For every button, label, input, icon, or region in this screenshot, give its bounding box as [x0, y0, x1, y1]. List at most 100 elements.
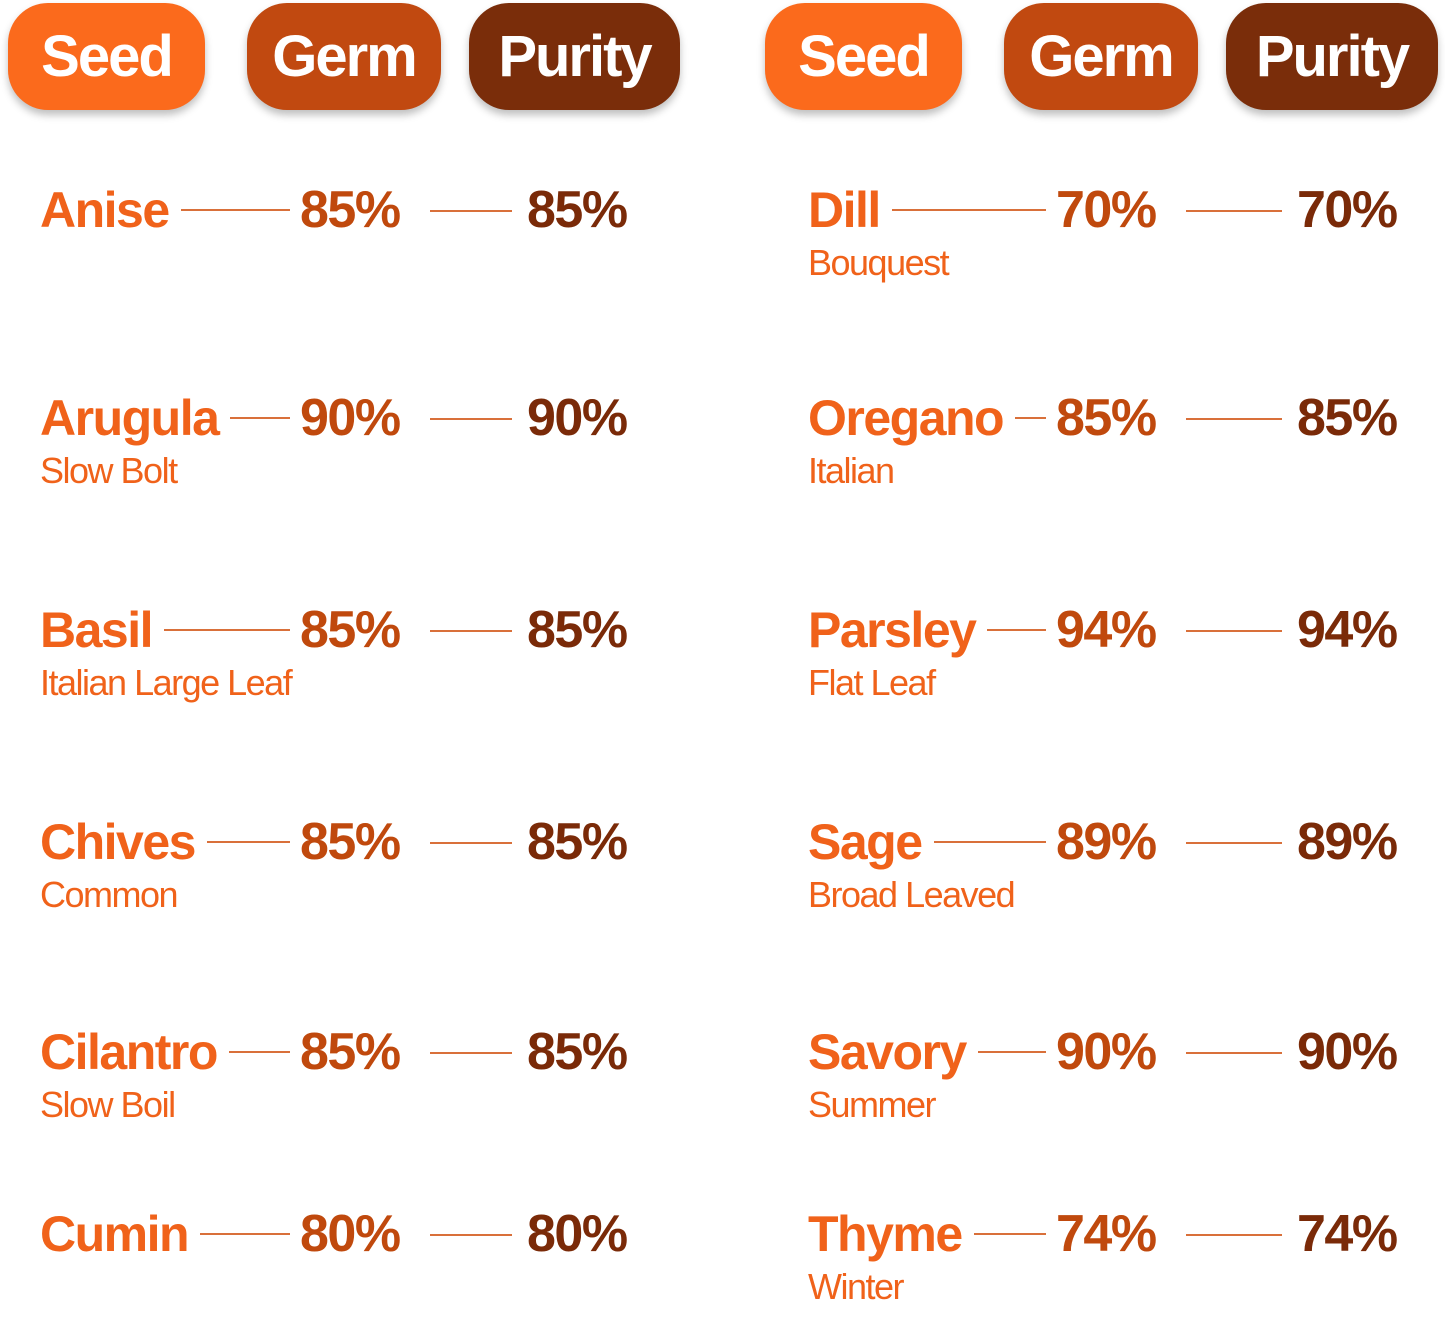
seed-variety: Italian Large Leaf [40, 662, 293, 703]
seed-row: Oregano 85% 85% Italian [808, 388, 1427, 508]
purity-value: 85% [1297, 389, 1398, 447]
connector-line [430, 842, 512, 844]
seed-row: Parsley 94% 94% Flat Leaf [808, 600, 1427, 720]
connector-line [1186, 1234, 1282, 1236]
purity-value: 94% [1297, 601, 1398, 659]
purity-value: 90% [1297, 1023, 1398, 1081]
header-pill: Purity [469, 3, 680, 110]
seed-lead: Chives [40, 812, 290, 872]
seed-lead: Basil [40, 600, 290, 660]
header-pill: Seed [8, 3, 205, 110]
seed-name: Sage [808, 814, 923, 870]
seed-row: Arugula 90% 90% Slow Bolt [40, 388, 657, 508]
seed-name: Arugula [40, 390, 220, 446]
purity-value: 80% [527, 1205, 628, 1263]
germ-value: 85% [300, 601, 401, 659]
connector-line [228, 1051, 290, 1053]
connector-line [200, 1233, 290, 1235]
purity-value: 85% [527, 181, 628, 239]
connector-line [430, 210, 512, 212]
connector-line [206, 841, 290, 843]
seed-name: Basil [40, 602, 154, 658]
purity-value: 85% [527, 813, 628, 871]
connector-line [891, 209, 1046, 211]
seed-row: Sage 89% 89% Broad Leaved [808, 812, 1427, 932]
purity-value: 89% [1297, 813, 1398, 871]
germ-value: 85% [300, 181, 401, 239]
seed-row: Cumin 80% 80% [40, 1204, 657, 1324]
connector-line [430, 630, 512, 632]
germ-value: 70% [1056, 181, 1157, 239]
connector-line [1015, 417, 1046, 419]
germ-value: 90% [300, 389, 401, 447]
purity-value: 74% [1297, 1205, 1398, 1263]
germ-value: 85% [300, 1023, 401, 1081]
seed-row: Basil 85% 85% Italian Large Leaf [40, 600, 657, 720]
seed-name: Thyme [808, 1206, 963, 1262]
seed-lead: Sage [808, 812, 1046, 872]
connector-line [1186, 630, 1282, 632]
header-pill: Seed [765, 3, 962, 110]
germ-value: 94% [1056, 601, 1157, 659]
connector-line [1186, 210, 1282, 212]
connector-line [430, 418, 512, 420]
seed-lead: Cumin [40, 1204, 290, 1264]
purity-value: 70% [1297, 181, 1398, 239]
seed-variety: Common [40, 874, 179, 915]
seed-variety: Broad Leaved [808, 874, 1016, 915]
connector-line [430, 1234, 512, 1236]
purity-value: 90% [527, 389, 628, 447]
germ-value: 85% [300, 813, 401, 871]
seed-name: Dill [808, 182, 881, 238]
seed-name: Parsley [808, 602, 977, 658]
connector-line [1186, 842, 1282, 844]
seed-lead: Savory [808, 1022, 1046, 1082]
header-pill: Germ [247, 3, 441, 110]
seed-lead: Oregano [808, 388, 1046, 448]
connector-line [1186, 418, 1282, 420]
connector-line [973, 1233, 1046, 1235]
seed-name: Savory [808, 1024, 967, 1080]
germ-value: 85% [1056, 389, 1157, 447]
connector-line [933, 841, 1046, 843]
seed-row: Chives 85% 85% Common [40, 812, 657, 932]
seed-variety: Summer [808, 1084, 937, 1125]
seed-row: Cilantro 85% 85% Slow Boil [40, 1022, 657, 1142]
purity-value: 85% [527, 1023, 628, 1081]
seed-variety: Italian [808, 450, 895, 491]
seed-lead: Dill [808, 180, 1046, 240]
germ-value: 74% [1056, 1205, 1157, 1263]
seed-lead: Arugula [40, 388, 290, 448]
seed-variety: Slow Bolt [40, 450, 178, 491]
seed-variety: Slow Boil [40, 1084, 176, 1125]
connector-line [430, 1052, 512, 1054]
seed-name: Chives [40, 814, 196, 870]
seed-lead: Parsley [808, 600, 1046, 660]
header-pill: Purity [1226, 3, 1438, 110]
connector-line [977, 1051, 1046, 1053]
seed-name: Cilantro [40, 1024, 218, 1080]
connector-line [180, 209, 290, 211]
seed-variety: Flat Leaf [808, 662, 936, 703]
seed-lead: Cilantro [40, 1022, 290, 1082]
seed-name: Anise [40, 182, 170, 238]
seed-lead: Anise [40, 180, 290, 240]
connector-line [1186, 1052, 1282, 1054]
seed-row: Savory 90% 90% Summer [808, 1022, 1427, 1142]
seed-name: Cumin [40, 1206, 190, 1262]
seed-variety: Bouquest [808, 242, 950, 283]
seed-row: Thyme 74% 74% Winter [808, 1204, 1427, 1324]
connector-line [987, 629, 1046, 631]
connector-line [164, 629, 290, 631]
seed-variety: Winter [808, 1266, 905, 1307]
header-pill: Germ [1004, 3, 1198, 110]
connector-line [230, 417, 290, 419]
seed-row: Dill 70% 70% Bouquest [808, 180, 1427, 300]
germ-value: 90% [1056, 1023, 1157, 1081]
seed-lead: Thyme [808, 1204, 1046, 1264]
seed-row: Anise 85% 85% [40, 180, 657, 300]
germ-value: 89% [1056, 813, 1157, 871]
germ-value: 80% [300, 1205, 401, 1263]
purity-value: 85% [527, 601, 628, 659]
